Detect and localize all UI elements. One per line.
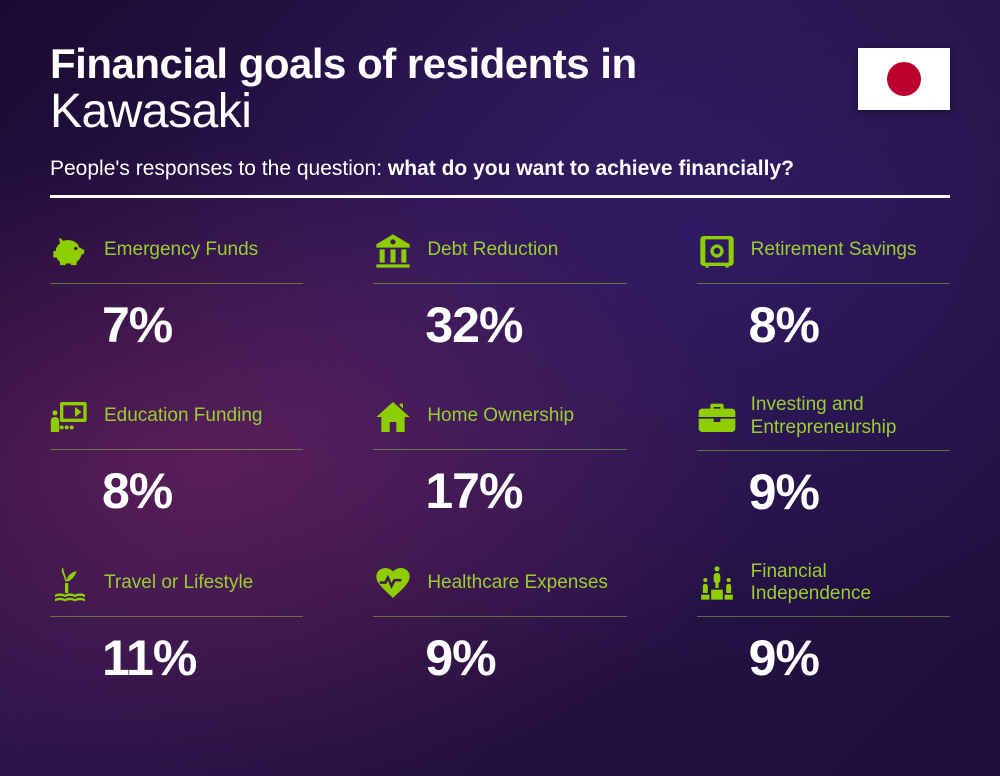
goal-head: Debt Reduction <box>373 228 626 284</box>
healthcare-icon <box>373 563 413 603</box>
travel-icon <box>50 563 90 603</box>
goal-head: Retirement Savings <box>697 228 950 284</box>
title-line1: Financial goals of residents in <box>50 40 950 88</box>
goal-item: Education Funding 8% <box>50 394 303 521</box>
goal-head: Travel or Lifestyle <box>50 561 303 617</box>
house-icon <box>373 397 413 437</box>
goal-label: Investing and Entrepreneurship <box>751 394 950 440</box>
podium-icon <box>697 563 737 603</box>
briefcase-icon <box>697 397 737 437</box>
goal-value: 11% <box>102 629 303 687</box>
goal-item: Debt Reduction 32% <box>373 228 626 354</box>
header: Financial goals of residents in Kawasaki… <box>50 40 950 198</box>
title-line2: Kawasaki <box>50 84 950 139</box>
goal-head: Healthcare Expenses <box>373 561 626 617</box>
subtitle-prefix: People's responses to the question: <box>50 157 388 180</box>
goals-grid: Emergency Funds 7% Debt Reduction 32% Re… <box>50 228 950 687</box>
goal-label: Travel or Lifestyle <box>104 572 253 595</box>
safe-icon <box>697 231 737 271</box>
goal-value: 9% <box>425 629 626 687</box>
goal-head: Home Ownership <box>373 394 626 450</box>
goal-item: Financial Independence 9% <box>697 561 950 688</box>
goal-label: Home Ownership <box>427 405 574 428</box>
goal-label: Emergency Funds <box>104 239 258 262</box>
goal-value: 7% <box>102 296 303 354</box>
goal-head: Investing and Entrepreneurship <box>697 394 950 451</box>
goal-item: Retirement Savings 8% <box>697 228 950 354</box>
flag-circle-icon <box>887 62 921 96</box>
goal-value: 17% <box>425 462 626 520</box>
goal-label: Education Funding <box>104 405 262 428</box>
goal-value: 9% <box>749 629 950 687</box>
goal-item: Healthcare Expenses 9% <box>373 561 626 688</box>
goal-item: Emergency Funds 7% <box>50 228 303 354</box>
goal-label: Healthcare Expenses <box>427 572 608 595</box>
goal-label: Debt Reduction <box>427 239 558 262</box>
flag-japan <box>858 48 950 110</box>
goal-label: Retirement Savings <box>751 239 917 262</box>
header-divider <box>50 195 950 198</box>
goal-head: Financial Independence <box>697 561 950 618</box>
goal-value: 8% <box>749 296 950 354</box>
piggy-bank-icon <box>50 231 90 271</box>
bank-icon <box>373 231 413 271</box>
goal-item: Travel or Lifestyle 11% <box>50 561 303 688</box>
goal-head: Emergency Funds <box>50 228 303 284</box>
goal-value: 9% <box>749 463 950 521</box>
subtitle: People's responses to the question: what… <box>50 157 950 181</box>
goal-value: 32% <box>425 296 626 354</box>
goal-head: Education Funding <box>50 394 303 450</box>
goal-item: Investing and Entrepreneurship 9% <box>697 394 950 521</box>
subtitle-bold: what do you want to achieve financially? <box>388 157 794 180</box>
goal-label: Financial Independence <box>751 561 950 607</box>
goal-item: Home Ownership 17% <box>373 394 626 521</box>
goal-value: 8% <box>102 462 303 520</box>
education-icon <box>50 397 90 437</box>
